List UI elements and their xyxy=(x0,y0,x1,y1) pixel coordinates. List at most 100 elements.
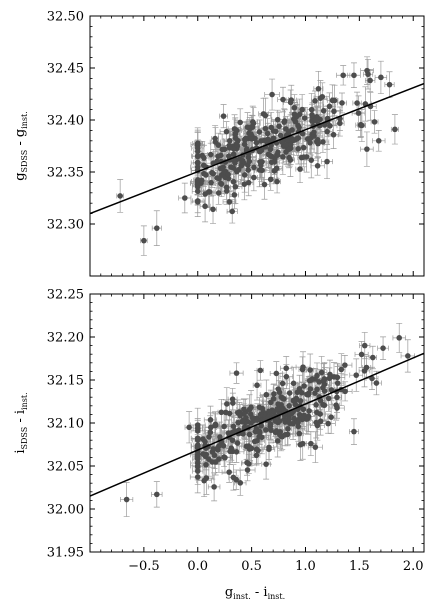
data-point xyxy=(234,440,241,446)
data-point xyxy=(212,135,218,142)
x-tick-label: 1.5 xyxy=(349,559,370,574)
data-point xyxy=(225,430,232,436)
data-point xyxy=(286,390,293,396)
data-point xyxy=(249,414,256,421)
data-point xyxy=(219,146,225,153)
data-point xyxy=(288,97,295,103)
y-axis-label-sub1: SDSS xyxy=(20,150,29,173)
data-point xyxy=(194,463,201,470)
data-point xyxy=(218,409,225,416)
data-point xyxy=(210,170,217,177)
data-point xyxy=(256,148,263,155)
data-point xyxy=(221,423,227,430)
data-point xyxy=(229,208,236,215)
data-point xyxy=(222,409,229,416)
data-point xyxy=(220,164,227,170)
data-point xyxy=(299,390,305,396)
data-point xyxy=(318,369,325,376)
data-point xyxy=(241,181,248,187)
data-point xyxy=(290,420,296,427)
data-point xyxy=(258,423,264,429)
data-point xyxy=(283,149,289,155)
data-point xyxy=(230,178,237,185)
data-point xyxy=(339,100,345,106)
data-point xyxy=(351,428,357,435)
data-point xyxy=(194,145,201,151)
data-point xyxy=(392,126,398,133)
data-point xyxy=(274,116,281,123)
data-point xyxy=(210,206,216,213)
data-point xyxy=(186,424,192,431)
data-point xyxy=(154,491,160,498)
data-point xyxy=(301,412,307,419)
data-point xyxy=(308,157,315,163)
x-tick-label: 1.0 xyxy=(295,559,316,574)
data-point xyxy=(194,188,201,195)
y-tick-label: 32.15 xyxy=(47,374,84,389)
data-point xyxy=(272,418,279,424)
x-axis-label-main: g xyxy=(225,585,233,600)
data-point xyxy=(327,123,333,129)
data-point xyxy=(226,142,233,149)
data-point xyxy=(313,117,319,124)
data-point xyxy=(308,440,314,447)
data-point xyxy=(314,409,320,416)
fit-line xyxy=(90,352,424,497)
data-point xyxy=(358,121,364,128)
data-point xyxy=(281,396,287,402)
data-point xyxy=(264,130,271,137)
data-point xyxy=(276,418,283,424)
data-point xyxy=(331,108,337,115)
data-point xyxy=(266,444,272,451)
data-point xyxy=(386,81,393,88)
plot-frame xyxy=(89,15,425,277)
data-point xyxy=(233,476,240,483)
data-point xyxy=(268,153,275,160)
y-axis-label-sub2: inst. xyxy=(20,111,29,129)
data-point xyxy=(328,387,335,393)
data-point xyxy=(276,123,282,130)
data-point xyxy=(313,401,319,408)
data-point xyxy=(207,151,214,158)
data-point xyxy=(380,345,386,351)
data-point xyxy=(262,125,269,132)
data-point xyxy=(194,199,201,205)
y-axis-label-main: i xyxy=(13,449,28,453)
data-point xyxy=(296,416,302,423)
y-tick-label: 32.25 xyxy=(47,288,84,303)
data-point xyxy=(316,378,322,385)
y-tick-label: 32.50 xyxy=(47,10,84,25)
data-point xyxy=(305,413,312,420)
data-point xyxy=(371,119,378,125)
data-point xyxy=(294,113,300,120)
data-point xyxy=(326,103,333,110)
data-point xyxy=(194,183,201,190)
data-point xyxy=(194,468,201,474)
data-point xyxy=(251,438,258,445)
data-point xyxy=(228,164,234,170)
data-point xyxy=(206,456,212,462)
data-point xyxy=(278,139,285,145)
data-point xyxy=(262,112,269,119)
data-point xyxy=(342,362,348,368)
data-point xyxy=(283,373,290,380)
data-point xyxy=(221,169,227,176)
data-point xyxy=(354,100,360,106)
data-point xyxy=(231,427,238,434)
data-point xyxy=(244,124,251,131)
data-point xyxy=(315,86,322,92)
data-point xyxy=(233,141,240,148)
data-point xyxy=(194,153,201,160)
data-point xyxy=(334,380,341,386)
data-point xyxy=(233,370,240,376)
y-axis-label: gSDSS - ginst. xyxy=(13,111,29,181)
data-point xyxy=(241,141,248,148)
data-point xyxy=(245,179,252,186)
data-point xyxy=(212,421,219,428)
data-point xyxy=(268,427,274,433)
data-point xyxy=(251,174,257,181)
x-tick-label: 0.5 xyxy=(241,559,262,574)
y-axis-label-sub1: SDSS xyxy=(20,427,29,450)
y-tick-label: 32.05 xyxy=(47,460,84,475)
data-point xyxy=(317,418,324,425)
